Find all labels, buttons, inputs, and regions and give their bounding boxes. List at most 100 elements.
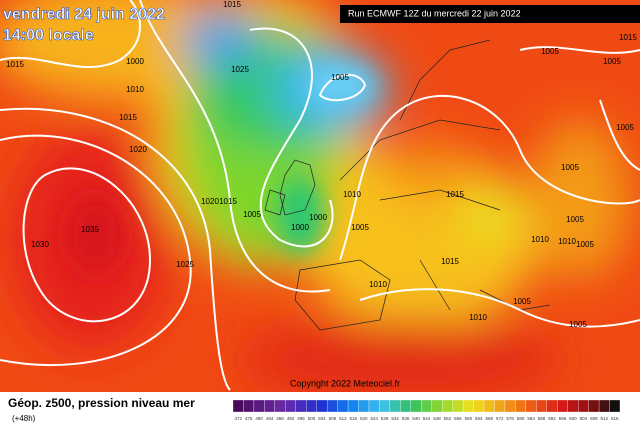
lead-time: (+48h) [12,414,36,423]
scale-label: 536 [402,416,410,421]
scale-label: 596 [559,416,567,421]
isobar-label: 1010 [343,190,361,199]
scale-swatch [442,399,453,413]
scale-swatch [546,399,558,413]
isobar-label: 1000 [309,213,327,222]
scale-swatch [494,399,506,413]
isobar-label: 1005 [513,297,531,306]
isobar-label: 1020 [201,197,219,206]
scale-swatch [504,399,516,413]
scale-label: 504 [318,416,326,421]
isobar-label: 1030 [31,240,49,249]
scale-swatch [462,399,474,413]
isobar-label: 1010 [469,313,487,322]
scale-swatch [306,399,317,413]
isobar-label: 1005 [603,57,621,66]
scale-swatch [431,399,443,413]
scale-label: 492 [287,416,295,421]
scale-label: 568 [485,416,493,421]
scale-swatch [452,399,464,413]
scale-label: 548 [433,416,441,421]
scale-swatch [379,399,391,413]
scale-swatch [578,399,589,413]
scale-swatch [588,399,600,413]
scale-label: 604 [580,416,588,421]
isobars [0,0,640,391]
scale-label: 580 [517,416,525,421]
scale-label: 616 [611,416,619,421]
isobar-label: 1015 [446,190,464,199]
scale-swatch [410,399,422,413]
scale-swatch [525,399,537,413]
scale-swatch [243,399,255,413]
scale-swatch [347,399,359,413]
scale-swatch [400,399,411,413]
scale-label: 516 [350,416,358,421]
isobar-label: 1020 [129,145,147,154]
scale-label: 532 [391,416,399,421]
copyright: Copyright 2022 Meteociel.fr [290,378,400,388]
scale-label: 472 [234,416,242,421]
isobar-label: 1005 [243,210,261,219]
isobar-label: 1005 [569,320,587,329]
scale-label: 512 [339,416,347,421]
run-info: Run ECMWF 12Z du mercredi 22 juin 2022 [348,8,521,18]
coastlines [264,39,551,331]
run-banner [340,5,640,23]
scale-label: 520 [360,416,368,421]
scale-swatch [316,399,328,413]
scale-swatch [337,399,349,413]
isobar-label: 1000 [126,57,144,66]
scale-swatch [557,399,568,413]
scale-swatch [358,399,370,413]
scale-label: 476 [245,416,253,421]
isobar-label: 1005 [576,240,594,249]
scale-label: 488 [276,416,284,421]
scale-label: 600 [569,416,577,421]
isobar-label: 1025 [176,260,194,269]
scale-swatch [483,399,495,413]
isobar-label: 1035 [81,225,99,234]
scale-label: 552 [444,416,452,421]
isobar-label: 1005 [351,223,369,232]
scale-swatch [295,399,307,413]
scale-swatch [326,399,338,413]
scale-label: 528 [381,416,389,421]
isobar-label: 1015 [619,33,637,42]
scale-label: 564 [475,416,483,421]
isobar-label: 1015 [223,0,241,9]
scale-label: 496 [297,416,305,421]
scale-swatch [274,399,286,413]
scale-swatch [264,399,275,413]
isobar-label: 1025 [231,65,249,74]
isobar-label: 1015 [219,197,237,206]
isobar-label: 1015 [441,257,459,266]
scale-label: 592 [548,416,556,421]
scale-swatch [515,399,527,413]
scale-label: 508 [329,416,337,421]
color-scale: 472 476 480 484 488 492 496 500 504 508 512 516 520 5… [232,399,621,421]
scale-swatch [609,399,621,413]
scale-swatch [389,399,401,413]
scale-swatch [368,399,380,413]
isobar-label: 1000 [291,223,309,232]
map-subtitle: 14:00 locale [3,27,94,44]
scale-label: 560 [465,416,473,421]
isobar-label: 1005 [561,163,579,172]
geopotential-field [0,0,640,400]
isobar-label: 1010 [369,280,387,289]
isobar-label: 1005 [541,47,559,56]
scale-label: 588 [538,416,546,421]
isobar-label: 1015 [6,60,24,69]
scale-swatch [598,399,610,413]
scale-label: 480 [255,416,263,421]
isobar-label: 1010 [531,235,549,244]
scale-swatch [285,399,296,413]
scale-label: 524 [370,416,378,421]
isobar-label: 1015 [119,113,137,122]
scale-label: 484 [266,416,274,421]
scale-label: 556 [454,416,462,421]
scale-label: 608 [590,416,598,421]
